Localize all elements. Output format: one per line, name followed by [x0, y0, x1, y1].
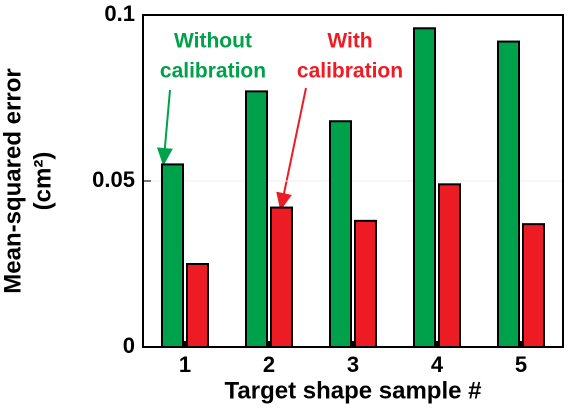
- y-axis-label: (cm²): [29, 152, 56, 211]
- y-tick-label: 0: [123, 333, 135, 358]
- bar: [438, 183, 461, 348]
- x-tick-label: 1: [179, 352, 191, 377]
- x-tick-label: 5: [515, 352, 527, 377]
- bar: [270, 206, 293, 348]
- bar: [245, 90, 268, 348]
- x-tick-label: 4: [431, 352, 444, 377]
- y-tick-label: 0.1: [104, 1, 135, 26]
- bar: [522, 223, 545, 348]
- bar: [329, 120, 352, 348]
- arrow: [276, 87, 307, 211]
- x-tick-label: 3: [347, 352, 359, 377]
- annotation: calibration: [160, 60, 266, 83]
- plot-frame: [142, 14, 564, 348]
- y-tick-label: 0.05: [92, 167, 135, 192]
- annotation: calibration: [297, 60, 403, 83]
- bar: [497, 40, 520, 349]
- annotation: Without: [174, 30, 252, 53]
- bar: [161, 163, 184, 348]
- y-axis-label: Mean-squared error: [0, 68, 26, 293]
- arrow: [156, 89, 173, 166]
- annotation: With: [327, 30, 372, 53]
- bar: [413, 27, 436, 349]
- bar: [186, 263, 209, 348]
- x-axis-label: Target shape sample #: [225, 377, 482, 404]
- bar: [354, 219, 377, 348]
- x-tick-label: 2: [263, 352, 275, 377]
